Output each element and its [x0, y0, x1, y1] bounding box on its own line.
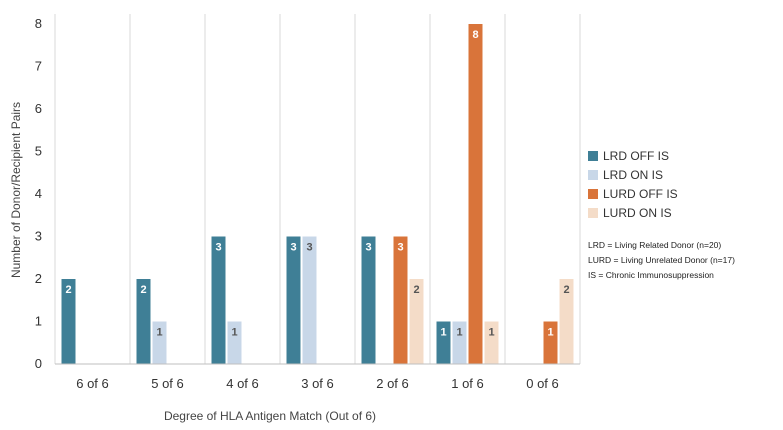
bar-lrd-off-is	[211, 236, 226, 364]
bar-lurd-on-is	[559, 279, 574, 364]
axes: 0 1 2 3 4 5 6 7 8 6 of 6 5 of 6 4 of 6 3 of 6 2 of 6 1…	[35, 16, 580, 391]
x-tick-label: 3 of 6	[301, 376, 334, 391]
x-tick-label: 0 of 6	[526, 376, 559, 391]
data-label: 3	[365, 242, 371, 254]
data-label: 2	[563, 284, 569, 296]
data-label: 8	[472, 29, 478, 41]
data-label: 3	[215, 242, 221, 254]
bar-lrd-off-is	[361, 236, 376, 364]
abbreviation-notes: LRD = Living Related Donor (n=20) LURD = …	[588, 240, 735, 280]
abbreviation-note: LURD = Living Unrelated Donor (n=17)	[588, 255, 735, 265]
bar-lurd-off-is	[543, 321, 558, 364]
legend-swatch	[588, 170, 598, 180]
legend-entry: LRD ON IS	[603, 168, 663, 182]
bar-lrd-on-is	[152, 321, 167, 364]
bar-lrd-off-is	[61, 279, 76, 364]
data-label: 2	[413, 284, 419, 296]
bar-lrd-off-is	[136, 279, 151, 364]
x-axis-title: Degree of HLA Antigen Match (Out of 6)	[164, 409, 376, 423]
legend-swatch	[588, 208, 598, 218]
data-label: 1	[440, 327, 446, 339]
legend-swatch	[588, 189, 598, 199]
gridlines	[54, 14, 581, 364]
bar-lrd-on-is	[227, 321, 242, 364]
bar-lurd-off-is	[393, 236, 408, 364]
data-label: 1	[547, 327, 553, 339]
bar-lurd-on-is	[484, 321, 499, 364]
bar-lurd-on-is	[409, 279, 424, 364]
data-label: 3	[306, 242, 312, 254]
data-label: 1	[488, 327, 494, 339]
data-label: 1	[456, 327, 462, 339]
legend-entry: LURD ON IS	[603, 206, 672, 220]
legend-entry: LURD OFF IS	[603, 187, 678, 201]
abbreviation-note: LRD = Living Related Donor (n=20)	[588, 240, 721, 250]
y-tick-label: 8	[35, 16, 42, 31]
bar-lrd-off-is	[286, 236, 301, 364]
x-tick-label: 2 of 6	[376, 376, 409, 391]
y-tick-label: 0	[35, 356, 42, 371]
legend-entry: LRD OFF IS	[603, 149, 669, 163]
bar-lrd-on-is	[452, 321, 467, 364]
abbreviation-note: IS = Chronic Immunosuppression	[588, 270, 714, 280]
y-tick-label: 7	[35, 59, 42, 74]
y-tick-label: 3	[35, 229, 42, 244]
x-tick-label: 1 of 6	[451, 376, 484, 391]
data-label: 2	[140, 284, 146, 296]
y-axis-title: Number of Donor/Recipient Pairs	[9, 102, 23, 278]
bar-lrd-on-is	[302, 236, 317, 364]
legend-swatch	[588, 151, 598, 161]
y-tick-label: 1	[35, 314, 42, 329]
y-tick-label: 4	[35, 186, 42, 201]
bars	[61, 24, 574, 364]
bar-lrd-off-is	[436, 321, 451, 364]
bar-lurd-off-is	[468, 24, 483, 364]
x-tick-label: 5 of 6	[151, 376, 184, 391]
y-tick-label: 2	[35, 271, 42, 286]
data-label: 2	[65, 284, 71, 296]
data-label: 3	[397, 242, 403, 254]
data-label: 1	[231, 327, 237, 339]
legend: LRD OFF IS LRD ON IS LURD OFF IS LURD ON IS	[588, 149, 678, 220]
x-tick-label: 4 of 6	[226, 376, 259, 391]
data-label: 1	[156, 327, 162, 339]
data-label: 3	[290, 242, 296, 254]
y-tick-label: 6	[35, 101, 42, 116]
y-tick-label: 5	[35, 144, 42, 159]
x-tick-label: 6 of 6	[76, 376, 109, 391]
